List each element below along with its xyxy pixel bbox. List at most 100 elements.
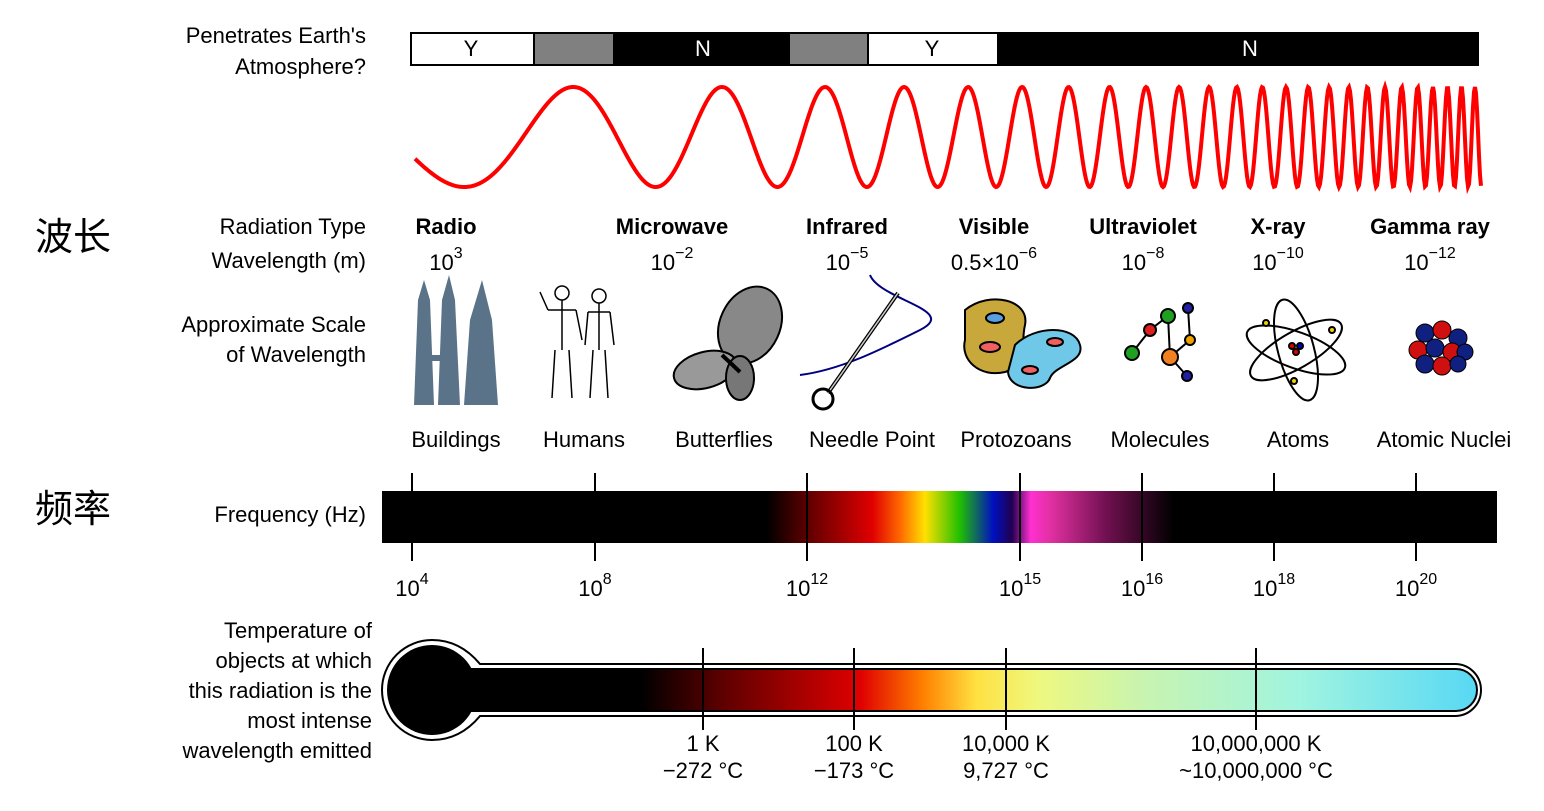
- segment-label: N: [695, 36, 711, 61]
- exponent: 12: [810, 571, 828, 588]
- frequency-label: 1016: [1121, 571, 1163, 600]
- segment: [410, 32, 535, 66]
- base: 10: [1253, 576, 1277, 601]
- segment: [613, 32, 790, 66]
- wavelength: 103: [429, 245, 462, 274]
- wavelength: 10−5: [826, 245, 869, 274]
- frequency-label: 104: [395, 571, 428, 600]
- exponent: 20: [1419, 571, 1437, 588]
- base: 10: [651, 250, 675, 275]
- exponent: −2: [675, 245, 693, 262]
- row-label: this radiation is the: [189, 678, 372, 703]
- base: 10: [786, 576, 810, 601]
- base: 10: [429, 250, 453, 275]
- temperature-kelvin: 10,000,000 K: [1191, 731, 1322, 756]
- exponent: −8: [1146, 245, 1164, 262]
- temperature-kelvin: 1 K: [686, 731, 719, 756]
- exponent: 15: [1023, 571, 1041, 588]
- temperature-celsius: ~10,000,000 °C: [1179, 758, 1333, 783]
- frequency-label: 1015: [999, 571, 1041, 600]
- wavelength: 10−2: [651, 245, 694, 274]
- scale-label: Needle Point: [809, 427, 935, 452]
- thermometer: [381, 638, 1482, 742]
- side-label: 频率: [35, 489, 111, 531]
- exponent: −12: [1429, 245, 1456, 262]
- segment-label: Y: [464, 36, 479, 61]
- scale-label: Atomic Nuclei: [1377, 427, 1511, 452]
- radiation-type: Radio: [415, 214, 476, 239]
- exponent: −5: [850, 245, 868, 262]
- segment: [867, 32, 999, 66]
- wavelength: 10−10: [1252, 245, 1304, 274]
- row-label: of Wavelength: [226, 342, 366, 367]
- wave: [413, 80, 1483, 195]
- base: 0.5×10: [951, 250, 1019, 275]
- wavelength: 10−8: [1122, 245, 1165, 274]
- segment: [788, 32, 869, 66]
- segment: [997, 32, 1479, 66]
- wavelength: 0.5×10−6: [951, 245, 1037, 274]
- base: 10: [999, 576, 1023, 601]
- exponent: 18: [1277, 571, 1295, 588]
- scale-label: Humans: [543, 427, 625, 452]
- row-label: Radiation Type: [220, 214, 366, 239]
- row-label: Atmosphere?: [235, 54, 366, 79]
- segment: [533, 32, 615, 66]
- scale-label: Butterflies: [675, 427, 773, 452]
- base: 10: [1395, 576, 1419, 601]
- row-label: Frequency (Hz): [214, 502, 366, 527]
- wavelength: 10−12: [1404, 245, 1456, 274]
- temperature-celsius: 9,727 °C: [963, 758, 1049, 783]
- base: 10: [826, 250, 850, 275]
- temperature-kelvin: 10,000 K: [962, 731, 1050, 756]
- temperature-celsius: −272 °C: [663, 758, 743, 783]
- radiation-type: Ultraviolet: [1089, 214, 1197, 239]
- scale-label: Protozoans: [960, 427, 1071, 452]
- row-label: most intense: [247, 708, 372, 733]
- frequency-bar: [382, 491, 1497, 543]
- radiation-type: Visible: [959, 214, 1030, 239]
- row-label: objects at which: [215, 648, 372, 673]
- radiation-type: X-ray: [1250, 214, 1306, 239]
- icon-buildings: [414, 275, 498, 405]
- exponent: −6: [1019, 245, 1037, 262]
- radiation-type: Microwave: [616, 214, 729, 239]
- exponent: 4: [420, 571, 429, 588]
- base: 10: [578, 576, 602, 601]
- atmosphere-bar: [410, 32, 1479, 66]
- row-label: Penetrates Earth's: [186, 23, 366, 48]
- icon-needle: [799, 274, 932, 411]
- icon-butterfly: [672, 285, 784, 401]
- temperature-kelvin: 100 K: [825, 731, 883, 756]
- base: 10: [395, 576, 419, 601]
- radiation-type: Gamma ray: [1370, 214, 1491, 239]
- frequency-label: 1018: [1253, 571, 1295, 600]
- scale-label: Atoms: [1267, 427, 1329, 452]
- icon-humans: [539, 285, 615, 399]
- frequency-label: 108: [578, 571, 611, 600]
- icon-protozoa: [963, 298, 1082, 389]
- icon-molecule: [1124, 302, 1196, 382]
- row-label: Approximate Scale: [181, 312, 366, 337]
- exponent: 8: [603, 571, 612, 588]
- base: 10: [1122, 250, 1146, 275]
- scale-label: Buildings: [411, 427, 500, 452]
- temperature-celsius: −173 °C: [814, 758, 894, 783]
- scale-label: Molecules: [1110, 427, 1209, 452]
- frequency-label: 1020: [1395, 571, 1437, 600]
- radiation-type: Infrared: [806, 214, 888, 239]
- exponent: −10: [1277, 245, 1304, 262]
- side-label: 波长: [35, 217, 111, 259]
- exponent: 3: [454, 245, 463, 262]
- row-label: Temperature of: [224, 618, 373, 643]
- row-label: Wavelength (m): [212, 248, 366, 273]
- row-label: wavelength emitted: [181, 738, 372, 763]
- segment-label: N: [1242, 36, 1258, 61]
- base: 10: [1404, 250, 1428, 275]
- segment-label: Y: [925, 36, 940, 61]
- frequency-label: 1012: [786, 571, 828, 600]
- icon-atom: [1245, 298, 1347, 402]
- base: 10: [1121, 576, 1145, 601]
